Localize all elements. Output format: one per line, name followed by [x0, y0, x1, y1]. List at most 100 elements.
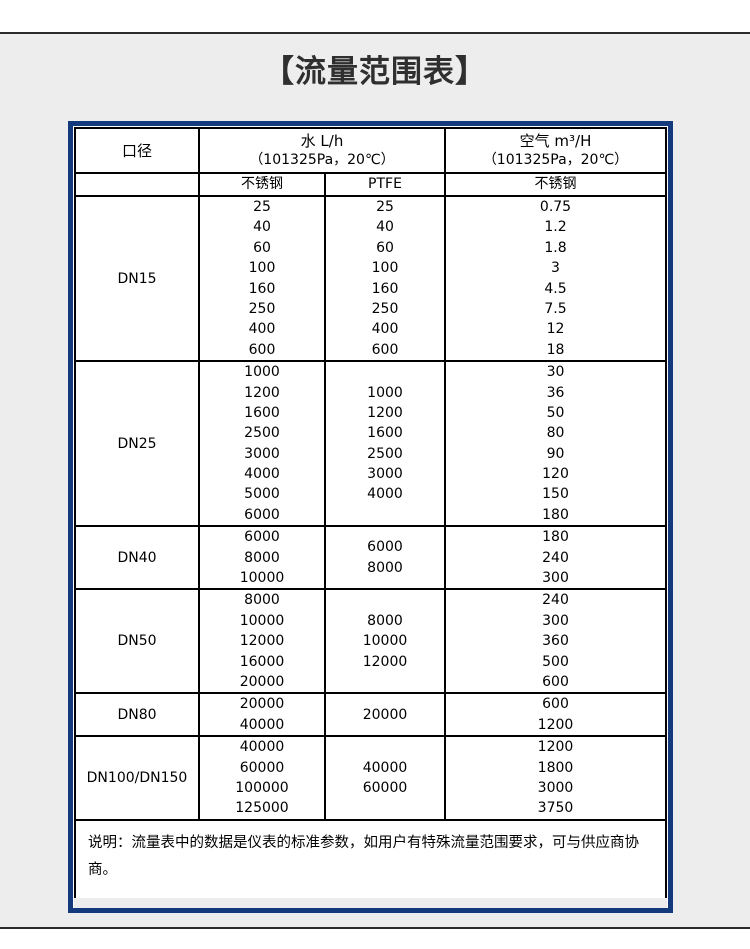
value-line: 20000: [362, 706, 408, 723]
value-line: 120: [542, 466, 569, 483]
table-row: DN50 8000 10000 12000 16000 20000 8000 10000 120…: [74, 588, 667, 695]
air-ss-cell: 30 36 50 80 90 120 150 180: [444, 360, 667, 528]
value-line: 5000: [244, 486, 280, 503]
air-condition-label: （101325Pa，20℃）: [482, 152, 629, 168]
value-line: 60000: [362, 779, 408, 796]
value-line: 80: [546, 425, 565, 442]
value-line: 100: [248, 260, 276, 277]
water-ss-cell: 6000 8000 10000: [198, 525, 326, 591]
value-line: 180: [542, 529, 569, 546]
water-ss-cell: 20000 40000: [198, 692, 326, 738]
value-line: 1.8: [544, 239, 567, 256]
value-line: 12: [546, 321, 565, 338]
water-ss-cell: 40000 60000 100000 125000: [198, 735, 326, 821]
header-row-materials: 不锈钢 PTFE 不锈钢: [74, 172, 667, 197]
value-line: 1200: [367, 404, 403, 421]
value-line: 1000: [244, 364, 280, 381]
value-line: 25: [253, 199, 271, 215]
page-title: 【流量范围表】: [263, 54, 487, 90]
value-line: 600: [248, 341, 276, 358]
value-line: 4000: [244, 466, 280, 483]
value-line: 160: [371, 280, 399, 297]
table-row: DN100/DN150 40000 60000 100000 125000 40000 60…: [74, 735, 667, 821]
water-ss-cell: 1000 1200 1600 2500 3000 4000 5000 6000: [198, 360, 326, 528]
air-group-header: 空气 m³/H （101325Pa，20℃）: [444, 127, 667, 174]
value-line: 8000: [244, 549, 280, 566]
water-ptfe-cell: 20000: [324, 692, 446, 738]
value-line: 1600: [244, 404, 280, 421]
value-line: 160: [248, 280, 276, 297]
value-line: 100000: [235, 779, 289, 796]
air-group-label: 空气 m³/H: [519, 132, 592, 150]
water-ptfe-cell: 8000 10000 12000: [324, 588, 446, 695]
value-line: 500: [542, 653, 569, 670]
value-line: 36: [546, 384, 565, 401]
top-divider-line: [0, 32, 750, 34]
empty-subheader-cell: [74, 172, 200, 197]
value-line: 180: [542, 506, 569, 523]
value-line: 300: [542, 612, 569, 629]
value-line: 60: [376, 239, 394, 256]
water-ss-cell: 8000 10000 12000 16000 20000: [198, 588, 326, 695]
diameter-cell: DN40: [74, 525, 200, 591]
value-line: 40000: [239, 739, 285, 756]
value-line: 10000: [239, 612, 285, 629]
water-ss-subheader: 不锈钢: [198, 172, 326, 197]
value-line: 18: [546, 341, 565, 358]
table-row: DN80 20000 40000 20000 600 1200: [74, 692, 667, 738]
value-line: 1200: [537, 716, 574, 733]
header-row-groups: 口径 水 L/h （101325Pa，20℃） 空气 m³/H （101325P…: [74, 127, 667, 174]
diameter-cell: DN15: [74, 194, 200, 363]
air-ss-subheader: 不锈钢: [444, 172, 667, 197]
flow-range-table-container: 口径 水 L/h （101325Pa，20℃） 空气 m³/H （101325P…: [68, 121, 673, 913]
bottom-inner-gray-strip: [74, 897, 667, 908]
water-group-header: 水 L/h （101325Pa，20℃）: [198, 127, 446, 174]
value-line: 10000: [362, 633, 408, 650]
value-line: 300: [542, 570, 569, 587]
table-row: DN25 1000 1200 1600 2500 3000 4000 5000 6000 1000…: [74, 360, 667, 528]
water-ptfe-cell: 1000 1200 1600 2500 3000 4000: [324, 360, 446, 528]
value-line: 4.5: [544, 280, 567, 297]
air-ss-cell: 0.75 1.2 1.8 3 4.5 7.5 12 18: [444, 194, 667, 363]
bottom-white-strip: [0, 929, 750, 947]
note-text: 说明：流量表中的数据是仪表的标准参数，如用户有特殊流量范围要求，可与供应商协商。: [74, 818, 667, 898]
page-content: 【流量范围表】 口径 水 L/h （101325Pa，20℃） 空气 m³/H: [0, 34, 750, 927]
value-line: 1800: [537, 759, 574, 776]
value-line: 8000: [367, 559, 403, 576]
value-line: 90: [546, 445, 565, 462]
value-line: 25: [376, 199, 394, 215]
value-line: 100: [371, 260, 399, 277]
value-line: 240: [542, 549, 569, 566]
value-line: 40: [376, 219, 394, 236]
value-line: 3000: [244, 445, 280, 462]
value-line: 3000: [367, 466, 403, 483]
value-line: 50: [546, 404, 565, 421]
value-line: 10000: [239, 570, 285, 587]
value-line: 12000: [239, 633, 285, 650]
value-line: 4000: [367, 486, 403, 503]
table-row: DN15 25 40 60 100 160 250 400 600 25 40 60 100 160 250…: [74, 194, 667, 363]
water-condition-label: （101325Pa，20℃）: [249, 152, 395, 168]
water-ptfe-cell: 6000 8000: [324, 525, 446, 591]
diameter-cell: DN50: [74, 588, 200, 695]
value-line: 30: [546, 364, 565, 381]
diameter-cell: DN100/DN150: [74, 735, 200, 821]
diameter-cell: DN25: [74, 360, 200, 528]
value-line: 1200: [537, 739, 574, 756]
water-group-label: 水 L/h: [300, 132, 344, 150]
water-ptfe-cell: 25 40 60 100 160 250 400 600: [324, 194, 446, 363]
value-line: 1200: [244, 384, 280, 401]
value-line: 600: [371, 341, 399, 358]
flow-range-table: 口径 水 L/h （101325Pa，20℃） 空气 m³/H （101325P…: [74, 127, 667, 898]
value-line: 2500: [244, 425, 280, 442]
value-line: 8000: [367, 612, 403, 629]
value-line: 12000: [362, 653, 408, 670]
value-line: 6000: [244, 506, 280, 523]
value-line: 20000: [239, 673, 285, 690]
value-line: 1000: [367, 384, 403, 401]
table-body: DN15 25 40 60 100 160 250 400 600 25 40 60 100 160 250…: [74, 194, 667, 821]
bottom-divider-line: [0, 927, 750, 929]
value-line: 6000: [244, 529, 280, 546]
value-line: 40: [253, 219, 271, 236]
value-line: 8000: [244, 592, 280, 609]
